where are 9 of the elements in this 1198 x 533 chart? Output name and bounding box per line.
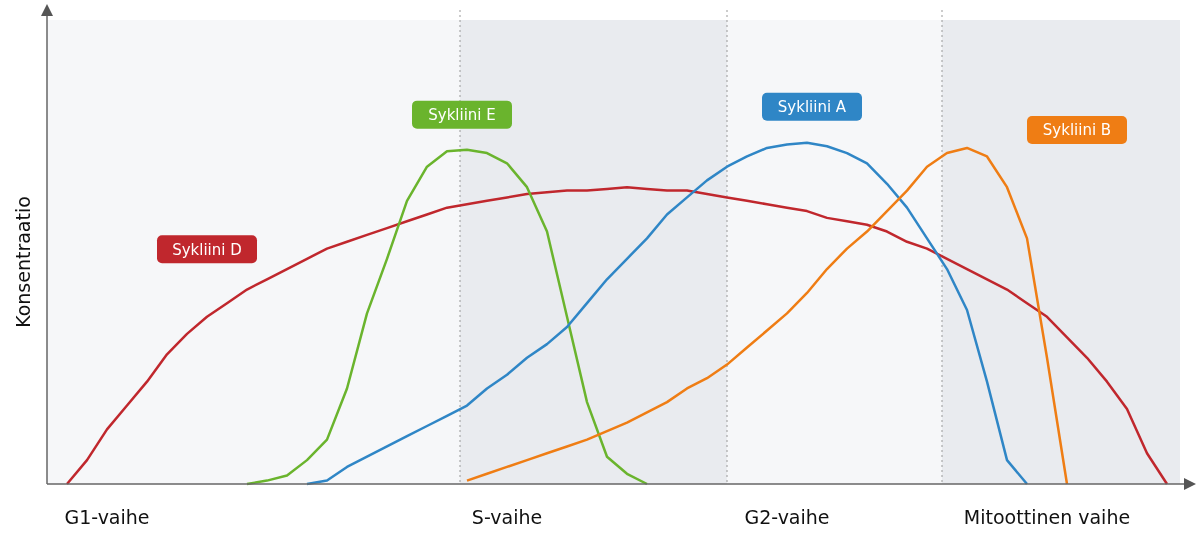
x-tick-label: G2-vaihe bbox=[744, 506, 830, 528]
x-tick-label: Mitoottinen vaihe bbox=[963, 506, 1131, 528]
x-tick-label: G1-vaihe bbox=[64, 506, 150, 528]
series-label: Sykliini D bbox=[172, 240, 242, 259]
text: Sykliini B bbox=[1042, 121, 1112, 140]
series-label: Sykliini A bbox=[777, 98, 847, 117]
x-tick-label: S-vaihe bbox=[471, 506, 543, 528]
y-axis-title: Konsentraatio bbox=[12, 196, 34, 328]
text: Sykliini E bbox=[428, 106, 496, 125]
